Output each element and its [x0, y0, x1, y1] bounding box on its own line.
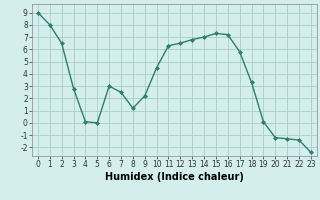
X-axis label: Humidex (Indice chaleur): Humidex (Indice chaleur) — [105, 172, 244, 182]
